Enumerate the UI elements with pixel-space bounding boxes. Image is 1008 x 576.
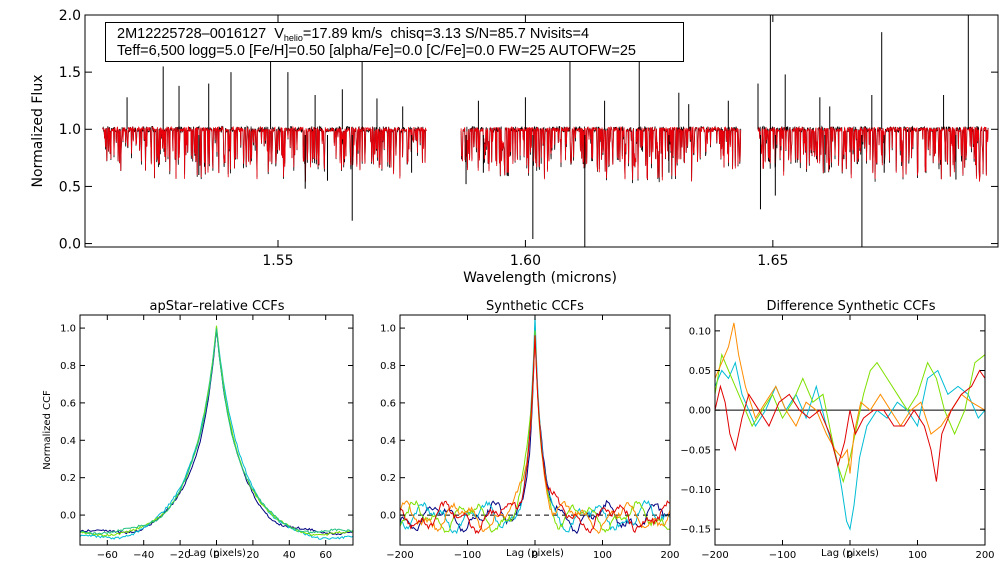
ccf2-ytick-label: 0.2 — [380, 473, 396, 484]
ccf2-series-line — [399, 330, 671, 533]
ccf1-series-line — [79, 328, 354, 536]
vhelio-label: V — [274, 26, 284, 42]
ccf-panel-synthetic: Synthetic CCFs −200 −100 0 100 200 0.0 0.2 0.4 0… — [380, 299, 679, 561]
ccf1-xtick-label: −20 — [170, 550, 191, 561]
ccf3-series-line — [714, 352, 986, 484]
ccf1-series-line — [79, 328, 354, 536]
spectrum-ytick-label: 2.0 — [59, 8, 81, 24]
vhelio-subscript: helio — [283, 33, 303, 43]
ccf3-title: Difference Synthetic CCFs — [766, 299, 935, 314]
ccf1-xtick-label: 0 — [213, 550, 219, 561]
ccf3-series-line — [714, 369, 986, 482]
spectrum-xtick-label: 1.60 — [510, 253, 541, 269]
ccf1-xtick-label: 20 — [247, 550, 260, 561]
spectrum-ylabel: Normalized Flux — [30, 75, 46, 188]
ccf3-xlabel: Lag (pixels) — [821, 548, 879, 559]
spectrum-ytick-label: 0.5 — [59, 179, 81, 195]
ccf3-xtick-label: 100 — [908, 550, 927, 561]
ccf1-ytick-label: 1.0 — [60, 324, 76, 335]
model-spectrum-chip-3 — [757, 125, 989, 182]
ccf1-axes-frame — [79, 314, 354, 546]
ccf3-series-line — [714, 322, 986, 474]
model-spectrum-chip-2 — [460, 125, 742, 182]
info-line-1: 2M12225728–0016127 Vhelio=17.89 km/s chi… — [117, 26, 683, 43]
ccf3-xtick-label: −100 — [769, 550, 796, 561]
ccf3-ytick-label: −0.10 — [680, 485, 711, 496]
ccf3-ytick-label: −0.15 — [680, 525, 711, 536]
ccf2-xtick-label: 0 — [532, 550, 538, 561]
ccf3-xtick-label: 0 — [847, 550, 853, 561]
ccf-panel-apstar: apStar–relative CCFs −60 −40 −20 0 20 40 60 0.0… — [42, 299, 354, 561]
ccf2-xlabel: Lag (pixels) — [506, 548, 564, 559]
ccf1-xtick-label: −60 — [97, 550, 118, 561]
ccf2-xtick-label: 200 — [660, 550, 679, 561]
model-spectrum-chip-1 — [101, 125, 427, 182]
star-id: 2M12225728–0016127 — [117, 26, 267, 42]
ccf3-xtick-label: 200 — [975, 550, 994, 561]
ccf3-axes-frame — [714, 314, 986, 546]
ccf3-ytick-label: 0.05 — [689, 366, 711, 377]
ccf2-xtick-label: −200 — [386, 550, 413, 561]
ccf1-ytick-label: 0.4 — [60, 436, 76, 447]
ccf1-ytick-label: 0.2 — [60, 473, 76, 484]
spectrum-info-box: 2M12225728–0016127 Vhelio=17.89 km/s chi… — [105, 22, 684, 62]
ccf2-ytick-label: 1.0 — [380, 324, 396, 335]
ccf2-series-line — [399, 335, 671, 535]
ccf2-ytick-label: 0.0 — [380, 511, 396, 522]
spectrum-xtick-label: 1.55 — [262, 253, 293, 269]
spectrum-xtick-label: 1.65 — [757, 253, 788, 269]
ccf3-ytick-label: −0.05 — [680, 445, 711, 456]
fit-stats: chisq=3.13 S/N=85.7 Nvisits=4 — [390, 26, 590, 42]
ccf1-xtick-label: −40 — [133, 550, 154, 561]
ccf1-title: apStar–relative CCFs — [150, 299, 285, 314]
ccf2-xtick-label: 100 — [593, 550, 612, 561]
ccf1-xtick-label: 40 — [283, 550, 296, 561]
ccf2-series-line — [399, 329, 671, 535]
ccf1-ytick-label: 0.6 — [60, 398, 76, 409]
ccf2-title: Synthetic CCFs — [486, 299, 584, 314]
ccf1-ytick-label: 0.0 — [60, 511, 76, 522]
ccf1-ytick-label: 0.8 — [60, 361, 76, 372]
ccf1-series-line — [79, 326, 354, 540]
ccf1-ylabel: Normalized CCF — [42, 390, 53, 470]
ccf3-ytick-label: 0.00 — [689, 406, 711, 417]
spectrum-ytick-label: 1.5 — [59, 65, 81, 81]
ccf2-ytick-label: 0.6 — [380, 398, 396, 409]
spectrum-ytick-label: 0.0 — [59, 236, 81, 252]
ccf2-xtick-label: −100 — [454, 550, 481, 561]
spectrum-axes-frame — [84, 14, 999, 248]
ccf2-ytick-label: 0.4 — [380, 436, 396, 447]
ccf3-ytick-label: 0.10 — [689, 326, 711, 337]
spectrum-ytick-label: 1.0 — [59, 122, 81, 138]
ccf-panel-difference: Difference Synthetic CCFs −200 −100 0 100 20… — [680, 299, 994, 561]
ccf1-xtick-label: 60 — [319, 550, 332, 561]
ccf3-series-line — [714, 360, 986, 531]
ccf1-xlabel: Lag (pixels) — [188, 548, 246, 559]
ccf2-ytick-label: 0.8 — [380, 361, 396, 372]
vhelio-value: =17.89 km/s — [302, 26, 383, 42]
ccf1-series-line — [79, 325, 354, 537]
info-line-2: Teff=6,500 logg=5.0 [Fe/H]=0.50 [alpha/F… — [117, 43, 636, 59]
spectrum-xlabel: Wavelength (microns) — [463, 270, 617, 286]
ccf3-xtick-label: −200 — [701, 550, 728, 561]
